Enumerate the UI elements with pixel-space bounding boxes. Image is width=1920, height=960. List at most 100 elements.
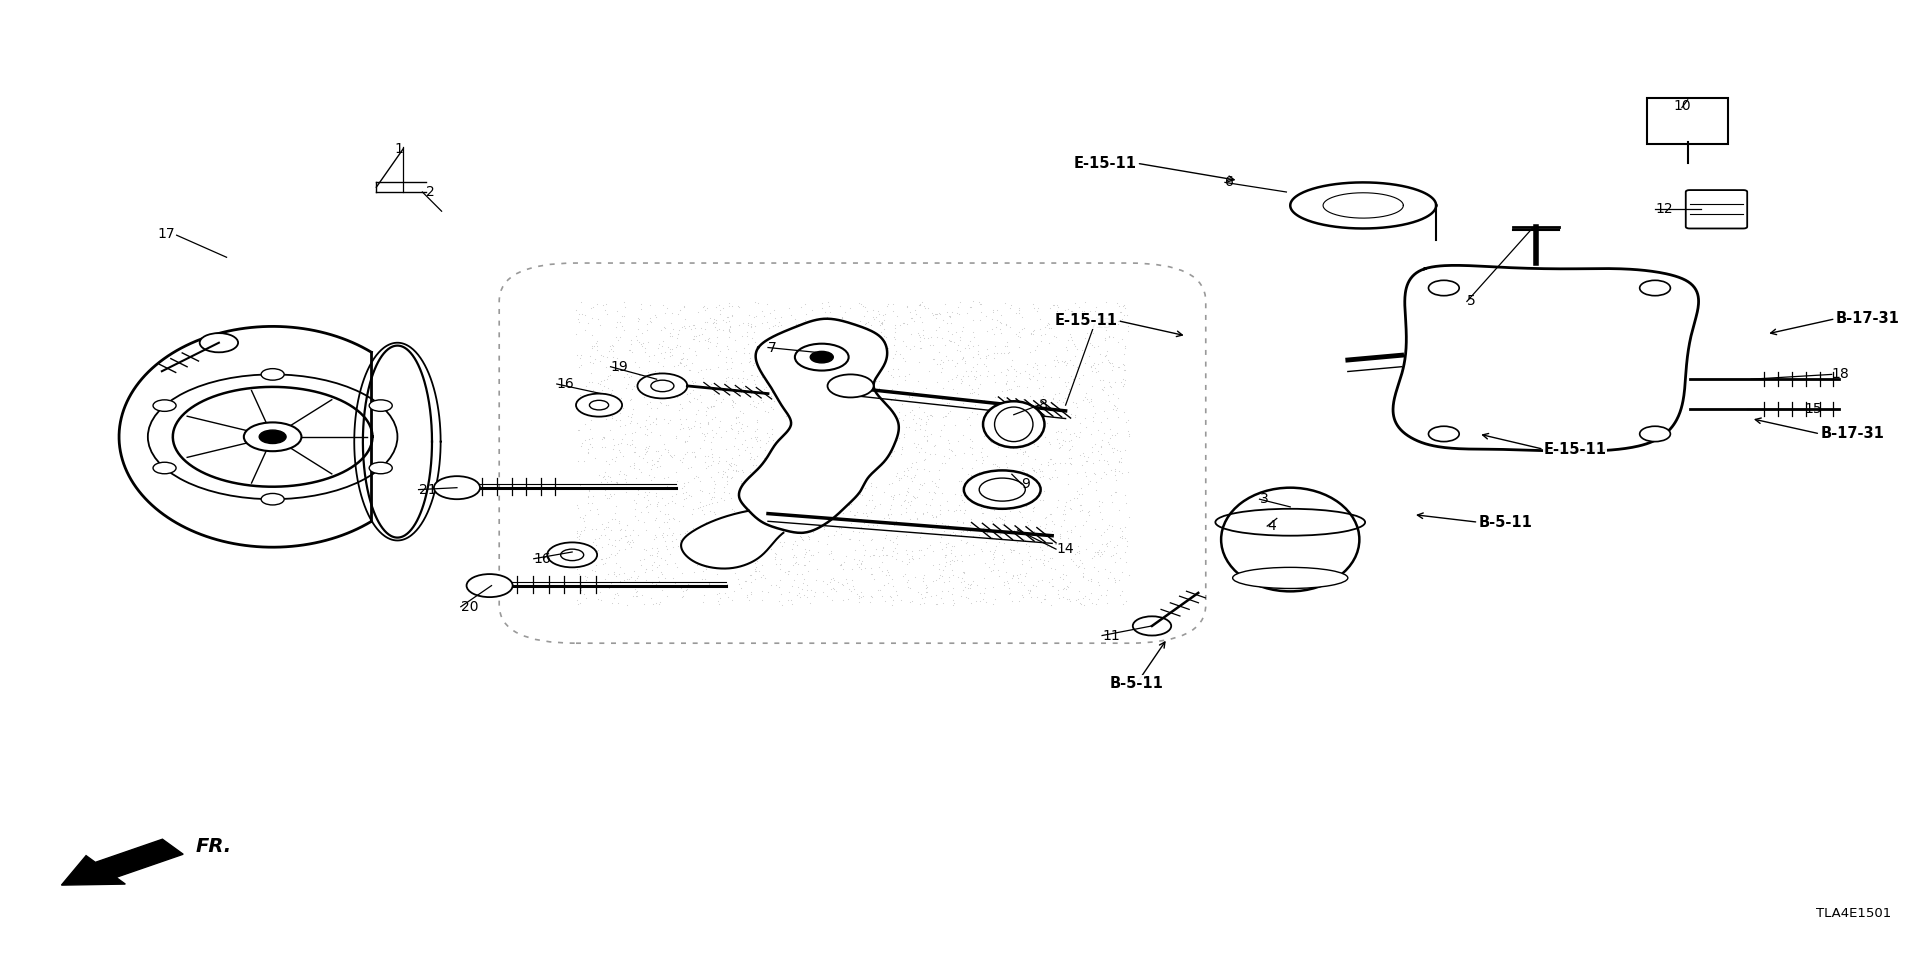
Point [972,500,1002,516]
Point [620,444,651,460]
Point [843,587,874,602]
Point [1050,494,1081,510]
Point [653,527,684,542]
Point [870,593,900,609]
Point [1062,320,1092,335]
Point [887,442,918,457]
Point [655,328,685,344]
Point [799,494,829,510]
Point [1025,391,1056,406]
Point [563,497,593,513]
Point [1000,396,1031,411]
Point [983,563,1014,578]
Point [1073,477,1104,492]
Point [653,495,684,511]
Point [701,531,732,546]
Point [753,365,783,380]
Point [970,555,1000,570]
Point [622,579,653,594]
Point [910,421,941,437]
Point [956,364,987,379]
Point [989,484,1020,499]
Point [881,376,912,392]
Point [877,492,908,507]
Point [563,592,593,608]
Point [566,348,597,363]
Point [789,549,820,564]
Point [1044,528,1075,543]
Point [705,429,735,444]
Point [770,408,801,423]
Point [879,551,910,566]
Point [739,429,770,444]
Point [630,367,660,382]
Point [945,547,975,563]
Point [856,589,887,605]
Point [902,373,933,389]
Point [941,526,972,541]
Point [893,572,924,588]
Point [1110,405,1140,420]
Point [791,426,822,442]
Point [641,540,672,555]
Point [956,460,987,475]
Point [634,348,664,364]
Point [935,526,966,541]
Point [1069,453,1100,468]
Point [906,440,937,455]
Point [697,560,728,575]
Point [964,347,995,362]
Point [860,498,891,514]
Point [849,328,879,344]
Point [1098,570,1129,586]
Point [847,554,877,569]
Point [985,526,1016,541]
Point [578,489,609,504]
Point [622,310,653,325]
Point [1050,302,1081,318]
Point [1091,535,1121,550]
Text: 2: 2 [426,185,436,199]
Point [912,433,943,448]
Point [939,358,970,373]
Point [684,364,714,379]
Point [1041,424,1071,440]
Point [703,596,733,612]
Point [916,492,947,507]
Point [828,310,858,325]
Point [749,450,780,466]
Point [751,374,781,390]
Point [593,468,624,484]
Point [847,524,877,540]
Point [672,582,703,597]
Point [783,321,814,336]
Point [605,405,636,420]
Point [720,438,751,453]
Point [576,563,607,578]
Point [908,595,939,611]
Point [1002,535,1033,550]
Point [684,402,714,418]
Point [906,524,937,540]
Point [954,471,985,487]
Point [1016,583,1046,598]
Point [1077,364,1108,379]
Point [662,473,693,489]
Point [1104,453,1135,468]
Point [952,467,983,482]
Point [589,571,620,587]
Point [611,470,641,486]
Point [1050,506,1081,521]
Point [803,510,833,525]
Point [829,304,860,320]
Point [612,516,643,532]
Point [1035,561,1066,576]
Point [812,577,843,592]
Point [849,377,879,393]
Point [820,487,851,502]
Point [937,592,968,608]
Point [870,328,900,344]
Point [841,365,872,380]
Point [668,299,699,314]
Point [852,430,883,445]
